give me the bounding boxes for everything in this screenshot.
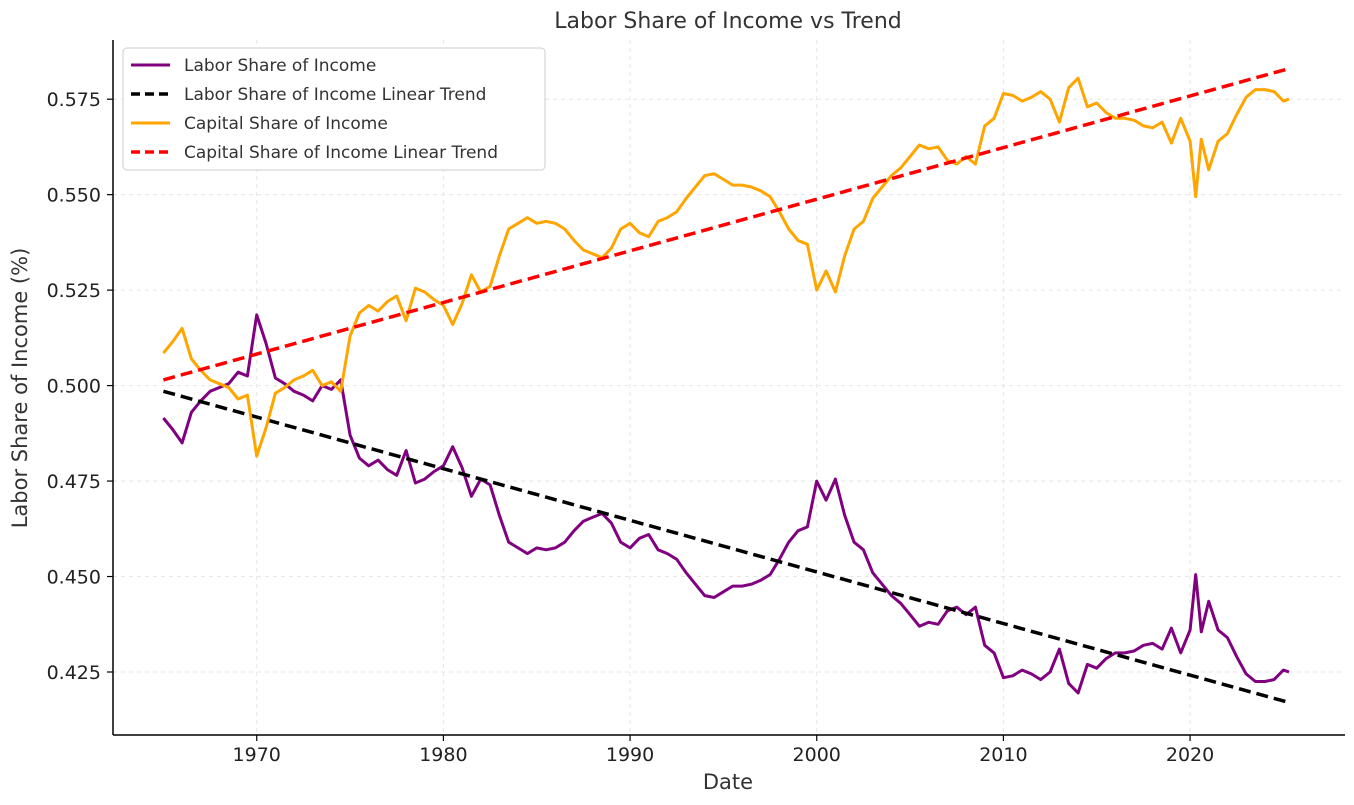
y-tick-label: 0.450 [47, 567, 101, 589]
series-line-capital-share-of-income [162, 76, 1290, 458]
x-axis-ticks: 1970 1980 1990 2000 2010 2020 [233, 735, 1214, 766]
series-line-labor-share-of-income [162, 313, 1290, 695]
y-tick-label: 0.575 [47, 89, 101, 111]
series-layer [162, 66, 1290, 705]
legend: Labor Share of Income Labor Share of Inco… [122, 47, 546, 171]
y-tick-label: 0.475 [47, 471, 101, 493]
x-tick-label: 1990 [606, 744, 654, 766]
grid-layer [113, 40, 1345, 735]
y-axis-label: Labor Share of Income (%) [8, 248, 32, 529]
legend-label-capital-share-of-income: Capital Share of Income [184, 114, 388, 134]
legend-label-capital-share-of-income-linear-trend: Capital Share of Income Linear Trend [184, 143, 498, 163]
x-tick-label: 1970 [233, 744, 281, 766]
y-tick-label: 0.425 [47, 662, 101, 684]
x-tick-label: 1980 [419, 744, 467, 766]
series-line-labor-share-of-income-linear-trend [162, 389, 1290, 705]
x-tick-label: 2020 [1166, 744, 1214, 766]
y-tick-label: 0.525 [47, 280, 101, 302]
y-tick-label: 0.500 [47, 376, 101, 398]
x-tick-label: 2010 [979, 744, 1027, 766]
series-line-capital-share-of-income-linear-trend [162, 66, 1290, 382]
axes-layer [112, 40, 1345, 736]
y-axis-ticks: 0.425 0.450 0.475 0.500 0.525 0.550 0.575 [47, 89, 113, 684]
chart-title: Labor Share of Income vs Trend [554, 9, 902, 34]
legend-frame [122, 47, 546, 171]
legend-label-labor-share-of-income-linear-trend: Labor Share of Income Linear Trend [184, 85, 486, 105]
legend-label-labor-share-of-income: Labor Share of Income [184, 56, 376, 76]
x-axis-label: Date [703, 770, 753, 794]
y-tick-label: 0.550 [47, 185, 101, 207]
x-tick-label: 2000 [793, 744, 841, 766]
